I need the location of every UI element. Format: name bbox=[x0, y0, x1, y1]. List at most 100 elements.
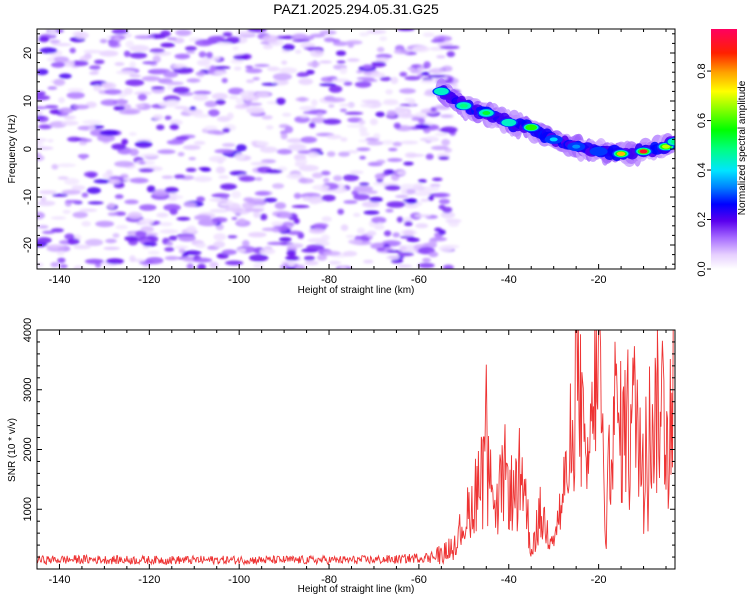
heatmap-noise-cell bbox=[73, 244, 91, 250]
heatmap-noise-cell bbox=[164, 187, 179, 193]
heatmap-noise-cell bbox=[84, 258, 104, 265]
heatmap-noise-cell bbox=[222, 32, 233, 37]
heatmap-noise-cell bbox=[414, 214, 431, 218]
heatmap-noise-cell bbox=[317, 254, 327, 261]
heatmap-noise-cell bbox=[107, 212, 119, 217]
colorbar-tick-label: 0.8 bbox=[696, 63, 708, 78]
heatmap-noise-cell bbox=[48, 29, 57, 36]
heatmap-noise-cell bbox=[255, 177, 263, 181]
heatmap-noise-cell bbox=[50, 216, 67, 220]
heatmap-noise-cell bbox=[211, 217, 228, 223]
heatmap-noise-cell bbox=[282, 35, 296, 40]
heatmap-noise-cell bbox=[171, 64, 184, 69]
heatmap-noise-cell bbox=[321, 234, 330, 241]
heatmap-noise-cell bbox=[88, 124, 96, 131]
heatmap-noise-cell bbox=[166, 241, 173, 246]
heatmap-noise-cell bbox=[232, 46, 239, 50]
heatmap-noise-cell bbox=[287, 261, 295, 267]
heatmap-noise-cell bbox=[139, 204, 157, 211]
heatmap-noise-cell bbox=[206, 51, 213, 59]
heatmap-noise-cell bbox=[185, 167, 197, 172]
heatmap-noise-cell bbox=[37, 138, 48, 143]
heatmap-noise-cell bbox=[392, 141, 402, 147]
heatmap-noise-cell bbox=[137, 93, 147, 101]
heatmap-noise-cell bbox=[95, 220, 115, 228]
heatmap-noise-cell bbox=[67, 88, 84, 93]
heatmap-noise-cell bbox=[128, 132, 137, 136]
heatmap-noise-cell bbox=[262, 34, 279, 43]
heatmap-noise-cell bbox=[53, 56, 70, 63]
heatmap-noise-cell bbox=[396, 216, 404, 223]
heatmap-noise-cell bbox=[113, 105, 125, 111]
heatmap-noise-cell bbox=[62, 209, 71, 214]
heatmap-noise-cell bbox=[335, 50, 347, 56]
heatmap-noise-cell bbox=[337, 208, 345, 215]
heatmap-noise-cell bbox=[404, 97, 414, 102]
heatmap-noise-cell bbox=[386, 255, 400, 260]
heatmap-noise-cell bbox=[332, 41, 349, 46]
heatmap-noise-cell bbox=[323, 250, 341, 256]
heatmap-noise-cell bbox=[242, 201, 256, 210]
heatmap-noise-cell bbox=[214, 149, 234, 154]
y-tick-label: -10 bbox=[22, 189, 34, 205]
heatmap-noise-cell bbox=[37, 211, 45, 220]
heatmap-noise-cell bbox=[353, 185, 374, 192]
heatmap-noise-cell bbox=[375, 57, 390, 63]
heatmap-noise-cell bbox=[438, 204, 446, 210]
heatmap-noise-cell bbox=[397, 252, 414, 257]
heatmap-noise-cell bbox=[159, 229, 179, 234]
heatmap-noise-cell bbox=[412, 185, 426, 191]
heatmap-noise-cell bbox=[81, 192, 89, 198]
chart-title: PAZ1.2025.294.05.31.G25 bbox=[273, 1, 439, 17]
heatmap-noise-cell bbox=[109, 176, 125, 180]
heatmap-noise-cell bbox=[356, 227, 366, 235]
heatmap-noise-cell bbox=[393, 122, 401, 129]
heatmap-noise-cell bbox=[163, 203, 181, 212]
heatmap-noise-cell bbox=[253, 211, 261, 218]
heatmap-noise-cell bbox=[142, 61, 157, 65]
heatmap-noise-cell bbox=[245, 68, 263, 74]
colorbar-tick-label: 0.2 bbox=[696, 212, 708, 227]
heatmap-noise-cell bbox=[438, 156, 450, 160]
heatmap-noise-cell bbox=[295, 97, 310, 102]
heatmap-noise-cell bbox=[319, 60, 332, 64]
heatmap-noise-cell bbox=[53, 78, 66, 86]
heatmap-noise-cell bbox=[73, 265, 85, 269]
heatmap-noise-cell bbox=[343, 200, 358, 204]
heatmap-noise-cell bbox=[261, 82, 279, 86]
heatmap-noise-cell bbox=[246, 106, 265, 115]
heatmap-noise-cell bbox=[145, 257, 164, 265]
heatmap-noise-cell bbox=[297, 178, 315, 184]
heatmap-noise-cell bbox=[69, 60, 89, 67]
heatmap-noise-cell bbox=[349, 170, 364, 175]
heatmap-noise-cell bbox=[175, 29, 192, 36]
heatmap-noise-cell bbox=[322, 118, 342, 125]
heatmap-noise-cell bbox=[286, 230, 303, 235]
x-tick-label: -80 bbox=[321, 574, 337, 586]
heatmap-noise-cell bbox=[267, 66, 280, 72]
heatmap-noise-cell bbox=[161, 175, 174, 179]
heatmap-noise-cell bbox=[221, 77, 228, 84]
heatmap-noise-cell bbox=[114, 160, 134, 168]
heatmap-noise-cell bbox=[123, 87, 133, 95]
heatmap-noise-cell bbox=[186, 50, 196, 54]
heatmap-noise-cell bbox=[369, 118, 378, 126]
y-tick-label: 1000 bbox=[22, 497, 34, 521]
heatmap-noise-cell bbox=[296, 72, 310, 78]
heatmap-noise-cell bbox=[134, 140, 153, 148]
heatmap-noise-cell bbox=[37, 68, 49, 76]
heatmap-noise-cell bbox=[278, 81, 289, 85]
heatmap-noise-cell bbox=[403, 230, 415, 236]
heatmap-noise-cell bbox=[387, 158, 403, 162]
heatmap-noise-cell bbox=[37, 111, 44, 116]
heatmap-noise-cell bbox=[209, 198, 227, 202]
heatmap-noise-cell bbox=[321, 194, 336, 202]
x-tick-label: -20 bbox=[591, 274, 607, 286]
heatmap-noise-cell bbox=[359, 132, 370, 137]
heatmap-noise-cell bbox=[375, 111, 385, 118]
heatmap-noise-cell bbox=[438, 198, 450, 205]
heatmap-noise-cell bbox=[160, 42, 175, 48]
heatmap-noise-cell bbox=[192, 257, 213, 263]
colorbar-gradient bbox=[711, 29, 737, 269]
heatmap-noise-cell bbox=[281, 60, 288, 65]
